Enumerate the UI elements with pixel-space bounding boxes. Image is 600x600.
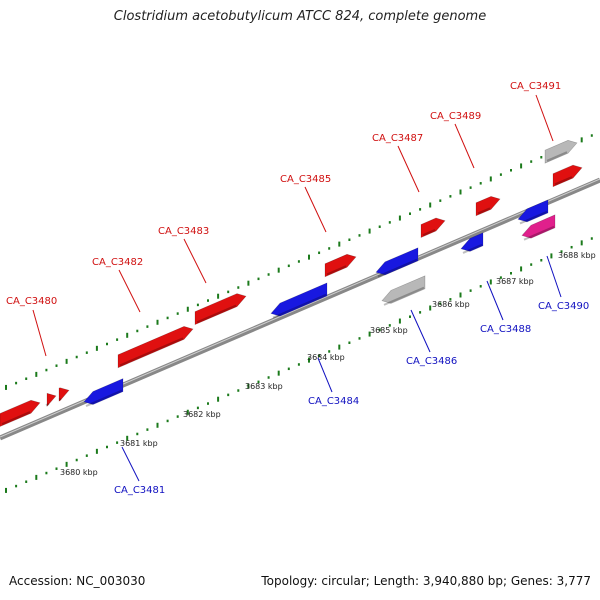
gene-arrow-ca-c3491-b	[544, 139, 578, 164]
gene-leader-ca-c3483	[183, 238, 207, 284]
gene-label-ca-c3480: CA_C3480	[6, 296, 57, 307]
kbp-label: 3683 kbp	[245, 382, 283, 391]
gene-arrow-ca-c3490	[517, 199, 549, 225]
gene-arrow-ca-c3481-body	[83, 378, 124, 405]
gene-arrow-rna-shade	[523, 225, 555, 241]
gene-arrow-rna-body	[521, 214, 556, 239]
gene-leader-ca-c3481	[121, 446, 140, 482]
gene-arrow-ca-c3482-body	[117, 326, 194, 369]
gene-leader-ca-c3488	[486, 280, 504, 321]
gene-label-ca-c3489: CA_C3489	[430, 111, 481, 122]
gene-arrow-ca-c3484-body	[270, 282, 328, 317]
gene-arrow-ca-c3488-shade	[462, 243, 483, 254]
gene-label-ca-c3487: CA_C3487	[372, 133, 423, 144]
gene-arrow-small-1-body	[46, 392, 57, 408]
tick-marks	[5, 134, 593, 493]
gene-leader-ca-c3480	[32, 309, 47, 357]
gene-arrow-ca-c3487-shade	[422, 229, 436, 237]
kbp-label: 3684 kbp	[307, 353, 345, 362]
gene-arrow-ca-c3485-body	[324, 253, 357, 278]
gene-arrow-ca-c3486-b-body	[381, 275, 426, 304]
gene-arrow-ca-c3483	[194, 293, 247, 326]
gene-arrow-ca-c3491-b-shade	[546, 151, 568, 162]
gene-arrow-ca-c3491-b-body	[544, 139, 578, 164]
gene-labels: CA_C3480 CA_C3481 CA_C3482 CA_C3483 CA_C3484…	[6, 81, 589, 496]
gene-arrow-ca-c3489-shade	[477, 207, 491, 215]
topology-summary: Topology: circular; Length: 3,940,880 bp…	[261, 574, 591, 588]
gene-arrow-ca-c3483-shade	[196, 304, 237, 324]
gene-label-ca-c3482: CA_C3482	[92, 257, 143, 268]
gene-arrow-ca-c3485	[324, 253, 357, 278]
gene-leader-ca-c3485	[304, 186, 327, 233]
gene-leader-ca-c3482	[118, 269, 141, 313]
gene-arrow-ca-c3484	[270, 282, 328, 319]
gene-features	[0, 139, 583, 427]
gene-label-ca-c3481: CA_C3481	[114, 485, 165, 496]
gene-arrow-ca-c3491	[552, 164, 583, 188]
kbp-label: 3687 kbp	[496, 277, 534, 286]
gene-label-ca-c3491: CA_C3491	[510, 81, 561, 92]
kbp-label: 3686 kbp	[432, 300, 470, 309]
gene-arrow-ca-c3486-b	[381, 275, 426, 306]
gene-arrow-ca-c3487	[420, 217, 446, 238]
gene-arrow-rna	[521, 214, 556, 241]
gene-arrow-ca-c3488-body	[460, 232, 484, 252]
gene-arrow-small-1	[45, 392, 57, 408]
gene-leader-ca-c3487	[397, 145, 420, 193]
gene-leader-ca-c3490	[546, 255, 562, 298]
map-title: Clostridium acetobutylicum ATCC 824, com…	[113, 9, 487, 24]
gene-label-ca-c3488: CA_C3488	[480, 324, 531, 335]
gene-arrow-small-1-shade	[45, 403, 50, 407]
gene-label-ca-c3490: CA_C3490	[538, 301, 589, 312]
gene-arrow-ca-c3480-body	[0, 399, 41, 427]
gene-arrow-ca-c3483-body	[194, 293, 247, 326]
gene-label-ca-c3486: CA_C3486	[406, 356, 457, 367]
gene-arrow-ca-c3481-shade	[85, 389, 123, 407]
kbp-label: 3680 kbp	[60, 468, 98, 477]
gene-leader-ca-c3486	[410, 309, 431, 353]
gene-label-ca-c3484: CA_C3484	[308, 396, 359, 407]
gene-arrow-ca-c3482-shade	[119, 337, 184, 367]
accession-text: Accession: NC_003030	[9, 574, 146, 588]
kbp-label: 3681 kbp	[120, 439, 158, 448]
gene-arrow-ca-c3490-body	[517, 199, 549, 223]
gene-arrow-ca-c3481	[83, 378, 124, 407]
gene-arrow-ca-c3491-body	[552, 164, 583, 188]
gene-arrow-small-2-shade	[58, 397, 62, 401]
gene-label-ca-c3483: CA_C3483	[158, 226, 209, 237]
gene-arrow-ca-c3486-body	[375, 247, 419, 276]
gene-leader-ca-c3484	[317, 357, 333, 393]
gene-arrow-ca-c3487-body	[420, 217, 446, 238]
gene-leader-ca-c3489	[454, 123, 475, 169]
gene-arrow-ca-c3482	[117, 326, 194, 369]
gene-arrow-small-2	[58, 387, 70, 402]
kbp-labels: 3680 kbp 3681 kbp 3682 kbp 3683 kbp 3684 kbp…	[60, 251, 596, 477]
gene-arrow-ca-c3485-shade	[326, 265, 347, 276]
kbp-label: 3682 kbp	[183, 410, 221, 419]
gene-arrow-ca-c3486-shade	[377, 258, 418, 278]
gene-arrow-ca-c3486-b-shade	[383, 286, 425, 306]
gene-leader-ca-c3491	[535, 94, 554, 142]
kbp-label: 3685 kbp	[370, 326, 408, 335]
gene-arrow-small-2-body	[58, 387, 70, 402]
kbp-label: 3688 kbp	[558, 251, 596, 260]
gene-arrow-ca-c3489-body	[475, 196, 501, 217]
gene-arrow-ca-c3491-shade	[554, 176, 573, 186]
gene-arrow-ca-c3490-shade	[519, 210, 548, 225]
gene-arrow-ca-c3484-shade	[272, 293, 327, 319]
gene-label-ca-c3485: CA_C3485	[280, 174, 331, 185]
gene-arrow-ca-c3486	[375, 247, 419, 278]
gene-arrow-ca-c3480-shade	[1, 411, 31, 426]
gene-arrow-ca-c3489	[475, 196, 501, 217]
gene-arrow-ca-c3488	[460, 232, 484, 254]
gene-arrow-ca-c3480	[0, 399, 41, 427]
